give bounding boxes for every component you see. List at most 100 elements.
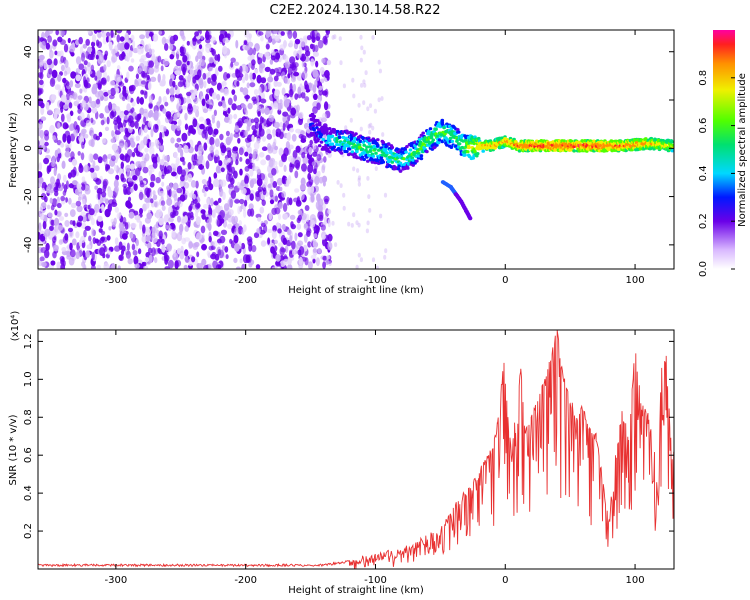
- noise-speck: [261, 146, 268, 151]
- noise-speck: [260, 107, 265, 114]
- noise-speck: [351, 77, 355, 83]
- noise-speck: [220, 179, 227, 187]
- noise-speck: [201, 258, 207, 266]
- noise-speck: [357, 181, 361, 187]
- x-tick-label: -100: [364, 275, 387, 286]
- noise-speck: [205, 160, 210, 170]
- noise-speck: [234, 199, 240, 204]
- noise-speck: [196, 251, 200, 258]
- noise-speck: [83, 165, 90, 173]
- noise-speck: [339, 60, 343, 66]
- noise-speck: [260, 77, 267, 84]
- signal-cell: [415, 159, 419, 163]
- noise-speck: [258, 31, 264, 36]
- signal-cell: [456, 130, 461, 134]
- noise-speck: [274, 195, 279, 202]
- noise-speck: [240, 242, 246, 250]
- noise-speck: [285, 141, 290, 150]
- signal-cell: [411, 158, 416, 162]
- noise-speck: [256, 105, 262, 111]
- noise-speck: [109, 80, 116, 87]
- noise-speck: [93, 133, 98, 140]
- signal-cell: [350, 150, 355, 154]
- noise-speck: [150, 53, 156, 59]
- noise-speck: [107, 90, 112, 95]
- noise-speck: [212, 240, 218, 247]
- noise-speck: [207, 252, 211, 258]
- noise-speck: [78, 36, 83, 45]
- noise-speck: [259, 116, 263, 125]
- noise-speck: [42, 220, 47, 230]
- noise-speck: [53, 58, 58, 66]
- noise-speck: [182, 55, 188, 63]
- noise-speck: [180, 148, 184, 158]
- noise-speck: [270, 246, 275, 254]
- signal-cell: [429, 135, 434, 139]
- signal-cell: [327, 127, 332, 131]
- noise-speck: [148, 48, 153, 55]
- noise-speck: [184, 249, 189, 257]
- noise-speck: [159, 131, 163, 141]
- noise-speck: [366, 106, 370, 112]
- noise-speck: [323, 101, 329, 111]
- noise-speck: [225, 172, 231, 182]
- noise-speck: [294, 188, 300, 193]
- noise-speck: [97, 41, 102, 49]
- noise-speck: [189, 68, 194, 75]
- noise-speck: [51, 236, 57, 244]
- noise-speck: [222, 111, 228, 116]
- signal-cell: [332, 145, 337, 149]
- signal-cell: [419, 157, 424, 161]
- noise-speck: [134, 115, 140, 121]
- noise-speck: [82, 43, 88, 49]
- noise-speck: [75, 200, 82, 207]
- noise-speck: [282, 213, 288, 220]
- noise-speck: [60, 55, 65, 64]
- signal-cell: [346, 131, 350, 135]
- noise-speck: [203, 80, 207, 89]
- noise-speck: [384, 248, 388, 254]
- noise-speck: [367, 194, 371, 200]
- noise-speck: [69, 220, 74, 225]
- signal-cell: [372, 144, 377, 148]
- noise-speck: [202, 108, 208, 114]
- noise-speck: [191, 256, 196, 263]
- noise-speck: [99, 52, 104, 62]
- noise-speck: [63, 70, 68, 77]
- noise-speck: [227, 223, 233, 230]
- noise-speck: [228, 209, 234, 216]
- noise-speck: [243, 118, 249, 124]
- colorbar-gradient: [713, 30, 735, 269]
- noise-speck: [100, 119, 105, 126]
- noise-speck: [107, 189, 114, 198]
- noise-speck: [246, 82, 250, 89]
- noise-speck: [231, 215, 235, 225]
- noise-speck: [110, 264, 116, 269]
- noise-speck: [86, 77, 90, 84]
- noise-speck: [315, 60, 319, 68]
- noise-speck: [310, 193, 315, 203]
- noise-speck: [114, 237, 119, 246]
- noise-speck: [67, 37, 71, 44]
- noise-speck: [173, 113, 178, 121]
- noise-speck: [188, 240, 193, 250]
- noise-speck: [239, 258, 243, 264]
- noise-speck: [286, 178, 290, 187]
- noise-speck: [108, 36, 112, 43]
- signal-cell: [466, 150, 470, 154]
- noise-speck: [297, 240, 304, 247]
- noise-speck: [55, 109, 61, 115]
- noise-speck: [184, 225, 189, 232]
- noise-speck: [121, 155, 128, 162]
- noise-speck: [105, 163, 109, 172]
- noise-speck: [99, 237, 105, 244]
- noise-speck: [302, 156, 309, 165]
- noise-speck: [91, 228, 95, 237]
- noise-speck: [212, 209, 216, 218]
- noise-speck: [139, 34, 146, 40]
- noise-speck: [91, 251, 95, 261]
- noise-speck: [282, 202, 288, 212]
- noise-speck: [57, 84, 61, 90]
- noise-speck: [47, 204, 51, 210]
- signal-cell: [342, 147, 347, 151]
